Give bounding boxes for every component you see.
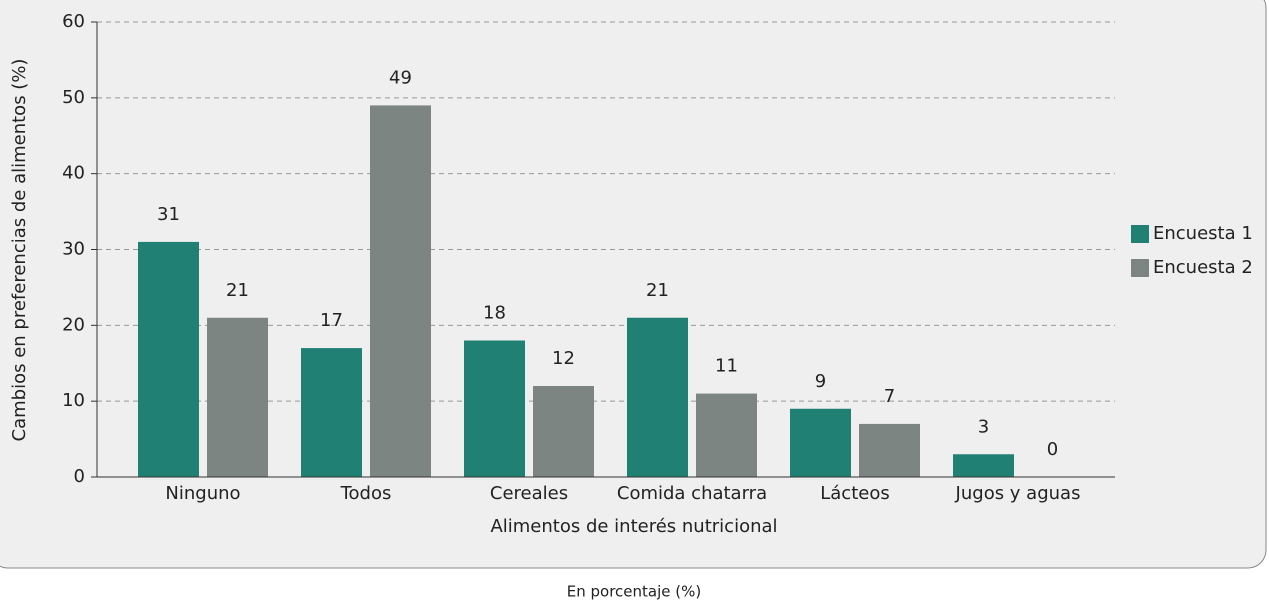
bar	[859, 423, 920, 477]
y-axis-label: Cambios en preferencias de alimentos (%)	[9, 59, 30, 442]
y-tick-label: 50	[62, 87, 85, 108]
value-label: 21	[646, 280, 669, 301]
bar	[301, 348, 362, 477]
x-tick-label: Lácteos	[820, 483, 889, 504]
value-label: 3	[978, 416, 989, 437]
y-tick-label: 10	[62, 390, 85, 411]
value-label: 0	[1047, 439, 1058, 460]
bar	[207, 317, 268, 477]
x-tick-label: Jugos y aguas	[955, 483, 1081, 504]
value-label: 21	[226, 280, 249, 301]
value-label: 18	[483, 303, 506, 324]
x-tick-label: Ninguno	[165, 483, 240, 504]
legend-label: Encuesta 2	[1153, 257, 1253, 278]
value-label: 17	[320, 310, 343, 331]
x-tick-label: Comida chatarra	[617, 483, 767, 504]
x-tick-label: Todos	[340, 483, 392, 504]
legend-swatch	[1131, 225, 1149, 243]
x-axis-label: Alimentos de interés nutricional	[490, 516, 777, 537]
value-label: 12	[552, 348, 575, 369]
y-tick-label: 60	[62, 11, 85, 32]
caption: En porcentaje (%)	[567, 583, 701, 601]
value-label: 31	[157, 204, 180, 225]
x-tick-label: Cereales	[490, 483, 568, 504]
y-tick-label: 20	[62, 314, 85, 335]
bar	[790, 408, 851, 477]
value-label: 7	[884, 386, 895, 407]
y-tick-label: 0	[74, 466, 85, 487]
legend-label: Encuesta 1	[1153, 223, 1253, 244]
bar	[370, 105, 431, 478]
value-label: 49	[389, 67, 412, 88]
bar	[696, 393, 757, 477]
bar	[464, 340, 525, 477]
bar	[627, 317, 688, 477]
bar	[533, 386, 594, 477]
value-label: 11	[715, 356, 738, 377]
legend-swatch	[1131, 259, 1149, 277]
bar	[138, 241, 199, 477]
value-label: 9	[815, 371, 826, 392]
bar	[953, 454, 1014, 477]
y-tick-label: 40	[62, 163, 85, 184]
y-tick-label: 30	[62, 239, 85, 260]
